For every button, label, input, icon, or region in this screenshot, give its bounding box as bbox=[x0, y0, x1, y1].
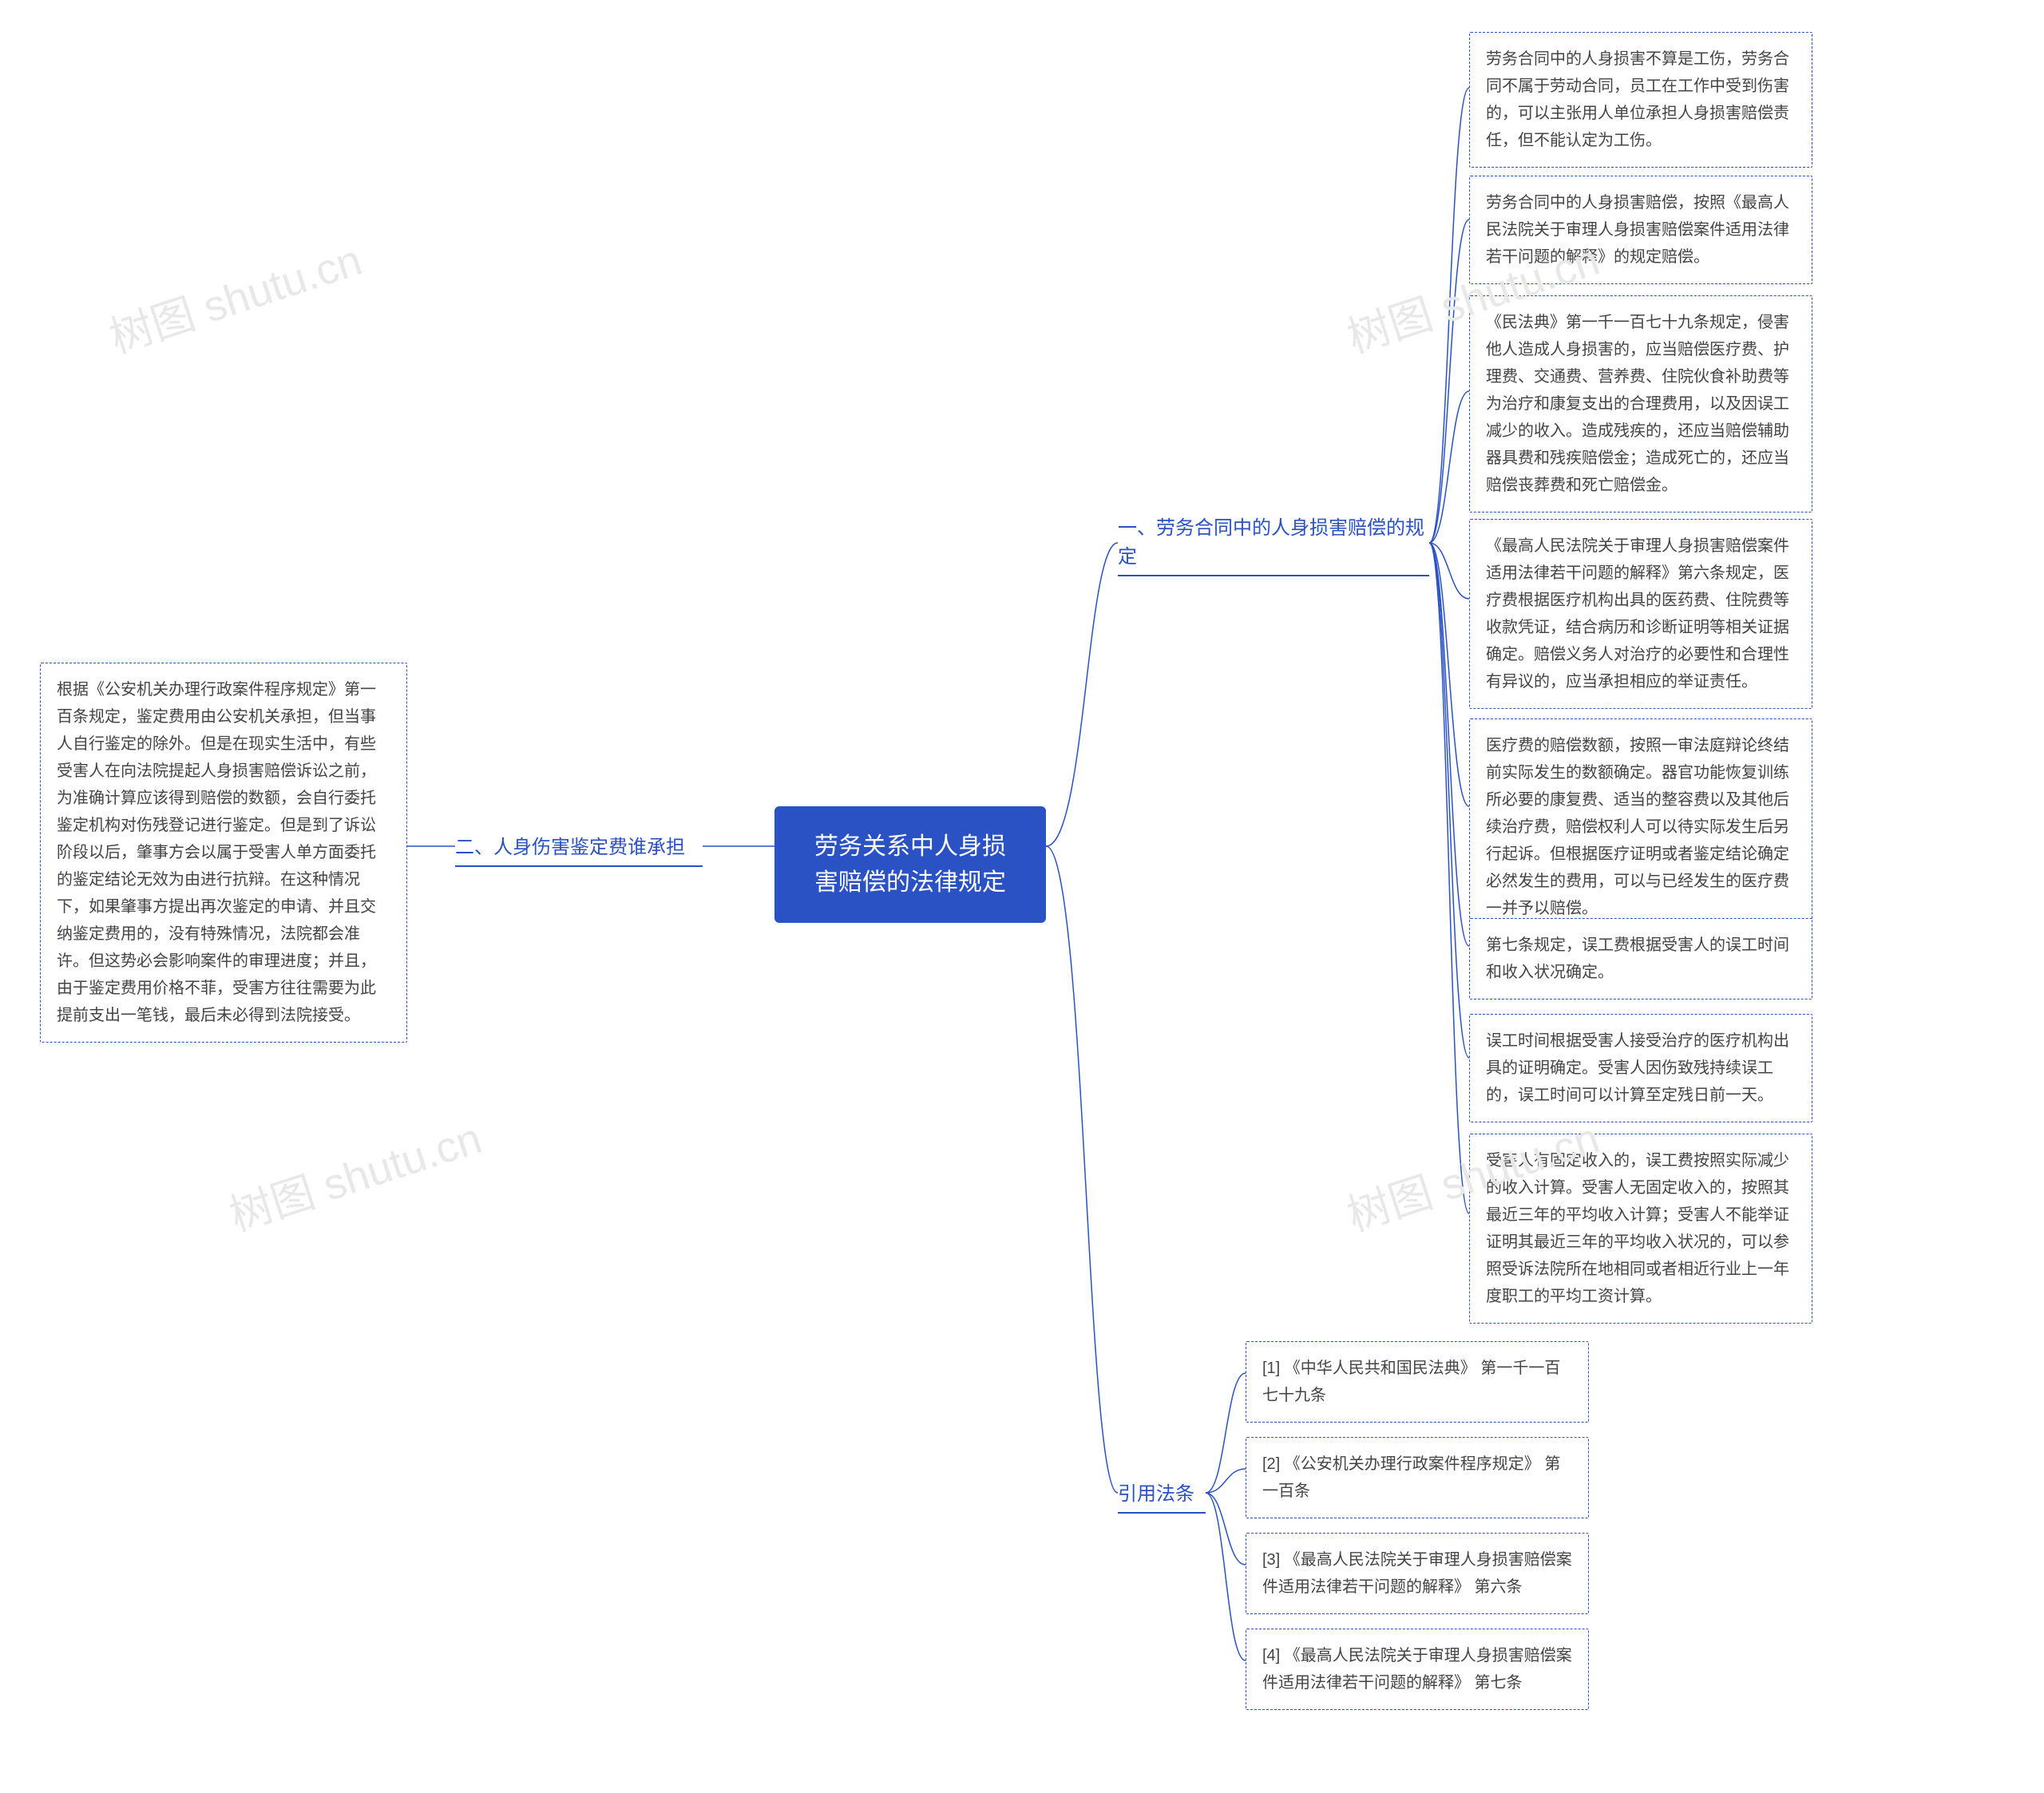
leaf-section-1-item: 误工时间根据受害人接受治疗的医疗机构出具的证明确定。受害人因伤致残持续误工的，误… bbox=[1469, 1014, 1812, 1122]
leaf-section-1-item: 劳务合同中的人身损害赔偿，按照《最高人民法院关于审理人身损害赔偿案件适用法律若干… bbox=[1469, 176, 1812, 284]
leaf-citation-item: [2] 《公安机关办理行政案件程序规定》 第一百条 bbox=[1246, 1437, 1589, 1518]
leaf-citation-item: [4] 《最高人民法院关于审理人身损害赔偿案件适用法律若干问题的解释》 第七条 bbox=[1246, 1629, 1589, 1710]
leaf-section-1-item: 劳务合同中的人身损害不算是工伤，劳务合同不属于劳动合同，员工在工作中受到伤害的，… bbox=[1469, 32, 1812, 168]
leaf-section-1-item: 医疗费的赔偿数额，按照一审法庭辩论终结前实际发生的数额确定。器官功能恢复训练所必… bbox=[1469, 718, 1812, 936]
branch-section-1[interactable]: 一、劳务合同中的人身损害赔偿的规定 bbox=[1118, 511, 1429, 576]
root-node[interactable]: 劳务关系中人身损害赔偿的法律规定 bbox=[774, 806, 1046, 923]
leaf-section-1-item: 受害人有固定收入的，误工费按照实际减少的收入计算。受害人无固定收入的，按照其最近… bbox=[1469, 1134, 1812, 1324]
watermark: 树图 shutu.cn bbox=[220, 1102, 489, 1243]
leaf-section-2-content: 根据《公安机关办理行政案件程序规定》第一百条规定，鉴定费用由公安机关承担，但当事… bbox=[40, 663, 407, 1043]
branch-citations[interactable]: 引用法条 bbox=[1118, 1477, 1206, 1514]
leaf-section-1-item: 《民法典》第一千一百七十九条规定，侵害他人造成人身损害的，应当赔偿医疗费、护理费… bbox=[1469, 295, 1812, 513]
leaf-section-1-item: 第七条规定，误工费根据受害人的误工时间和收入状况确定。 bbox=[1469, 918, 1812, 999]
branch-section-2[interactable]: 二、人身伤害鉴定费谁承担 bbox=[455, 830, 703, 867]
leaf-citation-item: [1] 《中华人民共和国民法典》 第一千一百七十九条 bbox=[1246, 1341, 1589, 1423]
leaf-citation-item: [3] 《最高人民法院关于审理人身损害赔偿案件适用法律若干问题的解释》 第六条 bbox=[1246, 1533, 1589, 1614]
leaf-section-1-item: 《最高人民法院关于审理人身损害赔偿案件适用法律若干问题的解释》第六条规定，医疗费… bbox=[1469, 519, 1812, 709]
watermark: 树图 shutu.cn bbox=[101, 224, 369, 365]
